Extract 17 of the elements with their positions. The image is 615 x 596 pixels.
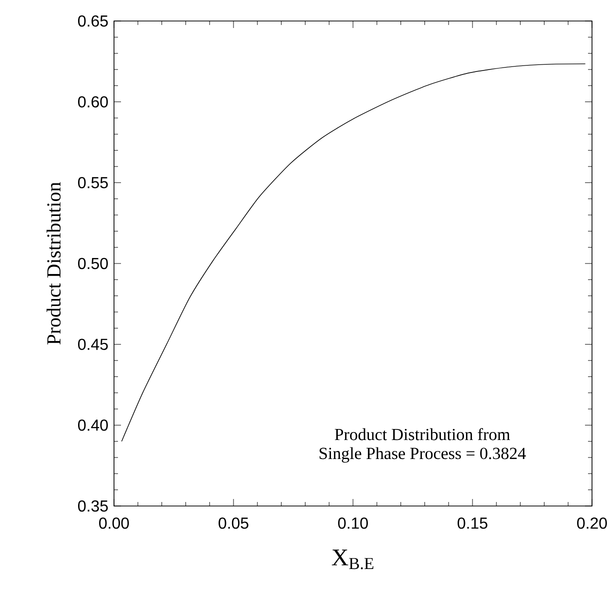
x-tick-label: 0.10	[338, 518, 368, 529]
y-axis-title: Product Distribution	[46, 182, 61, 345]
line-series	[121, 63, 586, 442]
y-tick-label: 0.50	[78, 258, 108, 270]
x-axis-title: X$_{B.E}$	[332, 550, 374, 570]
y-tick-label: 0.35	[78, 500, 108, 512]
y-tick-label: 0.60	[78, 96, 108, 108]
x-tick-label: 0.15	[458, 518, 488, 529]
annotation: Product Distribution from	[334, 428, 510, 440]
y-tick-label: 0.40	[78, 420, 108, 431]
annotation: Single Phase Process = 0.3824	[320, 447, 526, 463]
x-tick-label: 0.00	[99, 518, 129, 529]
y-tick-label: 0.55	[78, 177, 108, 188]
y-tick-label: 0.45	[78, 338, 108, 350]
x-tick-label: 0.05	[218, 518, 248, 529]
x-tick-label: 0.20	[577, 518, 607, 529]
y-tick-label: 0.65	[78, 15, 108, 27]
